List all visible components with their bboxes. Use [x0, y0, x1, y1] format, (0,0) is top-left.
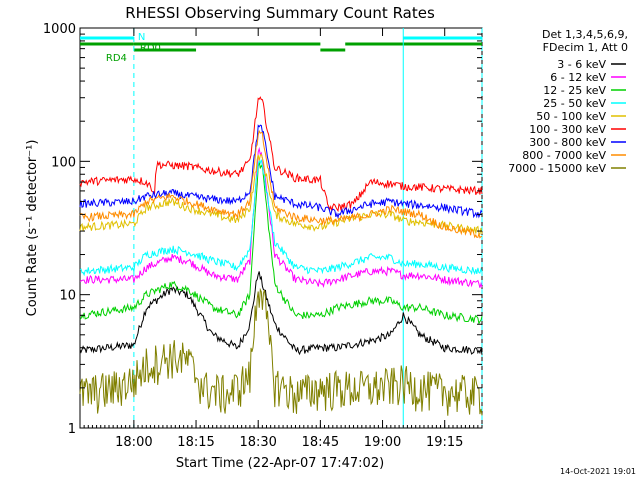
legend-label-4: 50 - 100 keV	[536, 110, 606, 123]
legend-header-1: FDecim 1, Att 0	[543, 41, 628, 54]
x-axis-title: Start Time (22-Apr-07 17:47:02)	[176, 456, 384, 471]
x-tick-label-5: 19:15	[426, 435, 463, 450]
legend-header-0: Det 1,3,4,5,6,9,	[542, 28, 628, 41]
legend-label-6: 300 - 800 keV	[529, 136, 606, 149]
legend-label-0: 3 - 6 keV	[557, 58, 606, 71]
x-tick-label-4: 19:00	[364, 435, 401, 450]
y-tick-label-2: 100	[51, 155, 76, 170]
series-lines	[79, 96, 483, 416]
series-line-7	[79, 129, 482, 239]
series-line-6	[79, 124, 483, 220]
y-tick-label-1: 10	[59, 289, 76, 304]
legend-label-5: 100 - 300 keV	[529, 123, 606, 136]
plot-frame	[79, 27, 483, 429]
series-line-2	[79, 161, 483, 325]
x-axis: 18:00 18:15 18:30 18:45 19:00 19:15	[79, 28, 483, 450]
flag-label-1: RD0	[140, 43, 161, 54]
y-tick-label-0: 1	[68, 422, 76, 437]
flag-label-0: N	[138, 32, 145, 43]
series-line-4	[79, 153, 483, 235]
y-axis: 1 10 100 1000	[43, 22, 482, 437]
series-line-8	[79, 287, 483, 416]
x-tick-label-0: 18:00	[115, 435, 152, 450]
series-line-5	[79, 96, 483, 213]
generation-timestamp: 14-Oct-2021 19:01	[560, 467, 636, 476]
x-tick-label-3: 18:45	[302, 435, 339, 450]
y-tick-label-3: 1000	[43, 22, 76, 37]
x-tick-label-2: 18:30	[239, 435, 276, 450]
markers	[133, 28, 483, 428]
series-line-3	[79, 159, 483, 277]
flag-label-2: RD4	[106, 53, 127, 64]
chart-title: RHESSI Observing Summary Count Rates	[125, 4, 435, 22]
legend-label-2: 12 - 25 keV	[543, 84, 606, 97]
legend-label-3: 25 - 50 keV	[543, 97, 606, 110]
y-axis-title: Count Rate (s⁻¹ detector⁻¹)	[25, 140, 40, 317]
legend-label-7: 800 - 7000 keV	[522, 149, 606, 162]
x-tick-label-1: 18:15	[177, 435, 214, 450]
legend: Det 1,3,4,5,6,9,FDecim 1, Att 0 3 - 6 keV…	[508, 28, 628, 175]
series-line-1	[79, 146, 483, 288]
legend-label-8: 7000 - 15000 keV	[508, 162, 606, 175]
series-line-0	[79, 271, 483, 356]
legend-label-1: 6 - 12 keV	[550, 71, 606, 84]
